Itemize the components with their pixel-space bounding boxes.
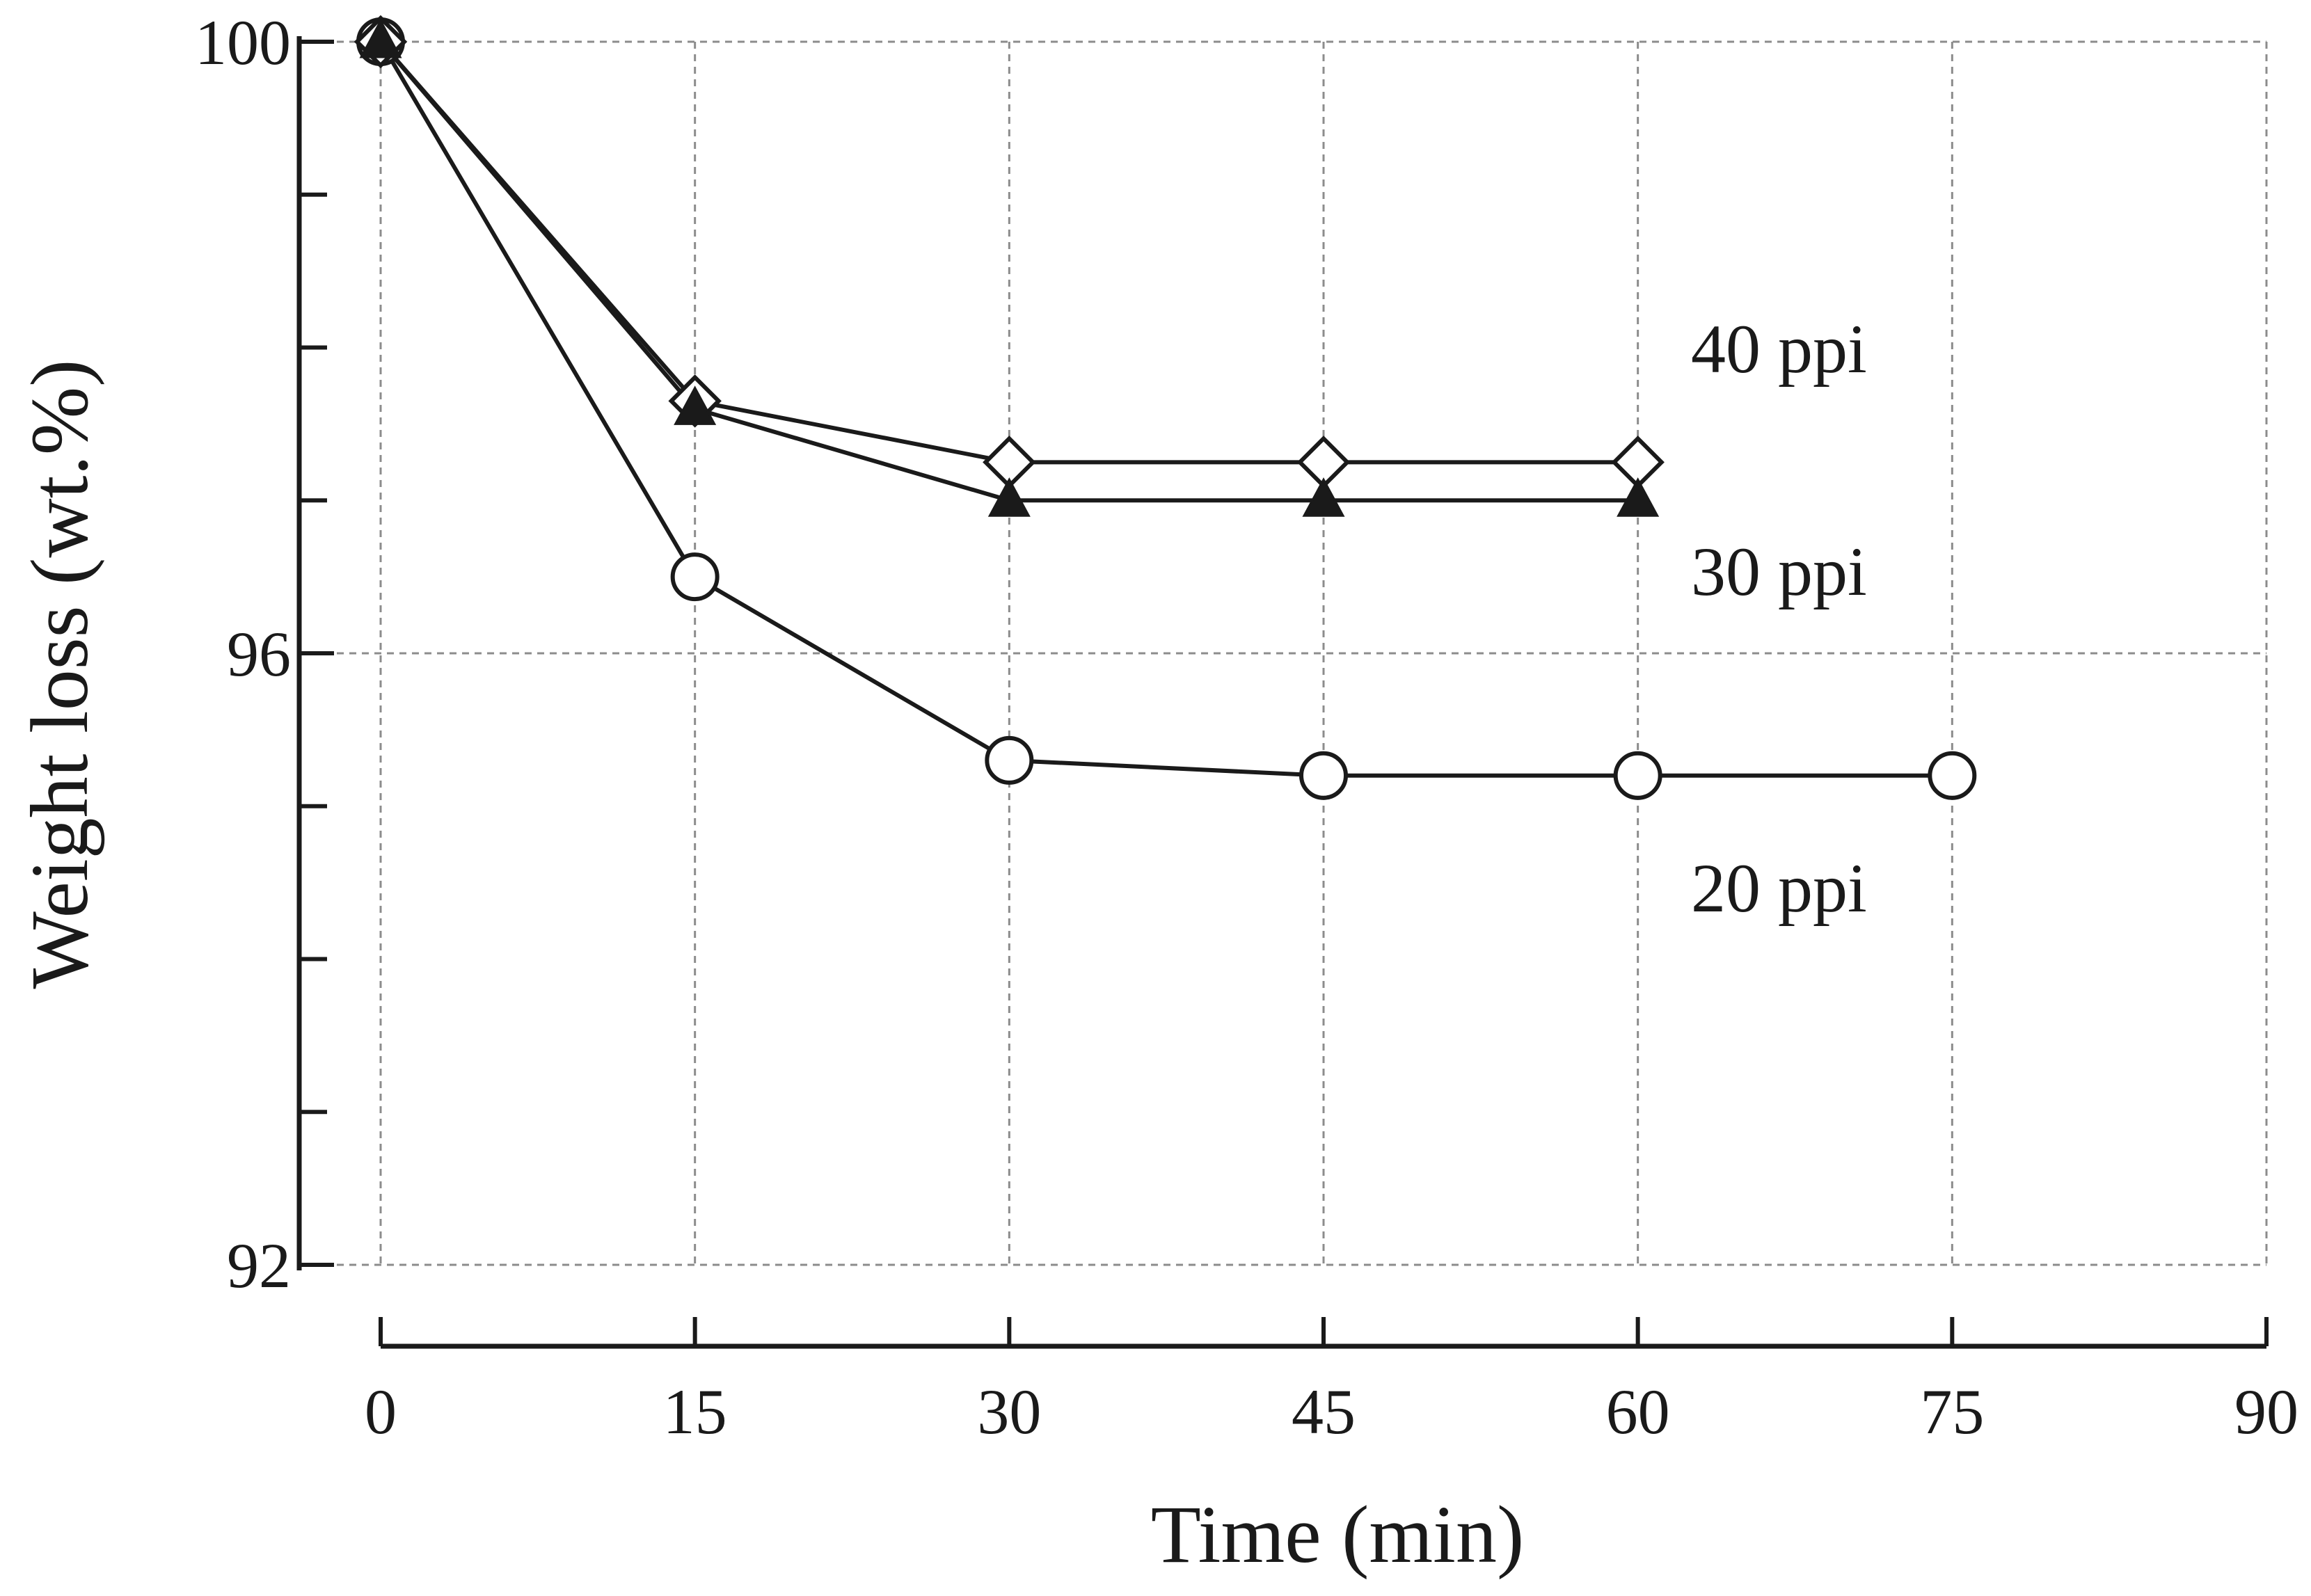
x-tick-label: 45 <box>1292 1376 1356 1447</box>
series <box>354 15 1977 800</box>
data-point-triangle <box>1617 477 1660 517</box>
x-tick-label: 15 <box>663 1376 727 1447</box>
y-axis-title: Weight loss (wt.%) <box>14 360 105 989</box>
axes <box>296 36 2266 1349</box>
x-tick-label: 0 <box>365 1376 397 1447</box>
data-point-triangle <box>1302 477 1345 517</box>
x-tick-label: 75 <box>1920 1376 1984 1447</box>
series-markers-30-ppi <box>359 18 1660 517</box>
y-tick-label: 96 <box>227 619 291 689</box>
data-point-triangle <box>359 18 402 58</box>
y-tick-label: 100 <box>195 7 291 78</box>
x-tick-label: 60 <box>1606 1376 1670 1447</box>
data-point-circle <box>670 552 720 602</box>
series-label-30-ppi: 30 ppi <box>1691 533 1867 610</box>
x-tick-label: 30 <box>977 1376 1041 1447</box>
series-labels: 40 ppi 30 ppi 20 ppi <box>1691 310 1867 927</box>
axis-ticks: 100 96 92 0 15 30 45 60 75 90 <box>195 7 2298 1447</box>
grid <box>299 40 2268 1266</box>
data-point-triangle <box>987 477 1031 517</box>
data-point-circle <box>1299 751 1348 800</box>
series-markers-20-ppi <box>356 17 1977 800</box>
data-point-triangle <box>674 385 717 425</box>
series-label-40-ppi: 40 ppi <box>1691 310 1867 388</box>
series-label-20-ppi: 20 ppi <box>1691 849 1867 927</box>
x-axis-title: Time (min) <box>1151 1489 1525 1580</box>
data-point-circle <box>1613 751 1662 800</box>
data-point-circle <box>985 735 1034 785</box>
x-tick-label: 90 <box>2234 1376 2298 1447</box>
y-tick-label: 92 <box>227 1230 291 1301</box>
data-point-circle <box>1928 751 1977 800</box>
series-markers-40-ppi <box>354 15 1665 489</box>
series-line-20-ppi <box>379 40 1953 778</box>
